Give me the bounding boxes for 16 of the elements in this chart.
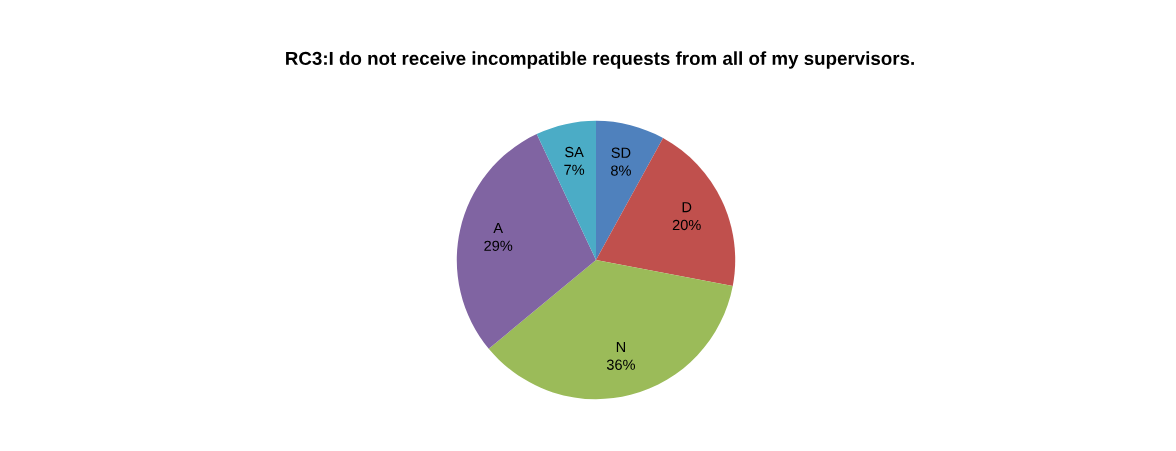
slice-label: SA <box>565 146 584 158</box>
slice-label: A <box>493 222 504 233</box>
data-label: 8% <box>611 165 631 176</box>
slice-label: SD <box>611 147 631 158</box>
pie-slice <box>488 260 733 400</box>
data-label: 29% <box>484 240 513 251</box>
chart-title: RC3:I do not receive incompatible requests from all of my supervisors. <box>286 51 914 69</box>
slice-label: N <box>616 341 625 352</box>
pie-slice <box>596 138 736 287</box>
pie-slice <box>596 120 664 260</box>
pie-slice <box>536 120 596 260</box>
data-label: 20% <box>672 219 701 231</box>
pie-slice <box>456 134 596 349</box>
data-label: 7% <box>564 164 585 175</box>
data-label: 36% <box>606 359 635 370</box>
slice-label: D <box>682 202 692 213</box>
